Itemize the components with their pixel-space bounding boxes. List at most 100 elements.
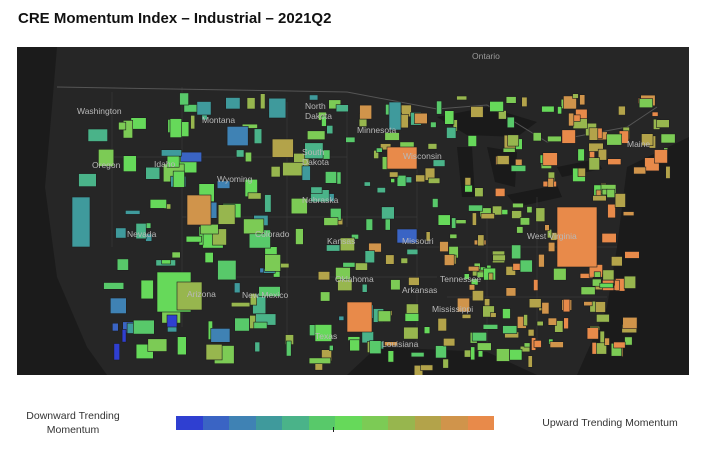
market-region[interactable]: [456, 297, 470, 313]
market-region[interactable]: [396, 175, 407, 187]
market-region[interactable]: [425, 231, 431, 242]
market-region[interactable]: [563, 95, 577, 110]
market-region[interactable]: [476, 342, 492, 351]
market-region[interactable]: [427, 143, 438, 150]
market-region[interactable]: [544, 224, 550, 231]
market-region[interactable]: [225, 97, 241, 110]
market-region[interactable]: [345, 136, 356, 143]
market-region[interactable]: [542, 152, 558, 166]
market-region[interactable]: [359, 104, 373, 120]
market-region[interactable]: [505, 266, 516, 276]
market-region[interactable]: [596, 313, 610, 323]
market-region[interactable]: [346, 301, 373, 333]
market-region[interactable]: [103, 282, 125, 290]
market-region[interactable]: [471, 331, 488, 342]
market-region[interactable]: [474, 187, 484, 197]
market-region[interactable]: [435, 345, 447, 359]
market-region[interactable]: [364, 250, 375, 264]
market-region[interactable]: [339, 237, 355, 252]
market-region[interactable]: [270, 166, 281, 178]
market-region[interactable]: [606, 133, 623, 146]
market-region[interactable]: [390, 279, 401, 291]
market-region[interactable]: [593, 271, 601, 278]
market-region[interactable]: [638, 98, 654, 109]
market-region[interactable]: [607, 203, 616, 219]
market-region[interactable]: [572, 93, 579, 99]
market-region[interactable]: [494, 188, 506, 197]
market-region[interactable]: [361, 283, 368, 293]
market-region[interactable]: [388, 101, 402, 131]
market-region[interactable]: [557, 106, 562, 115]
market-region[interactable]: [599, 330, 605, 344]
market-region[interactable]: [456, 95, 468, 101]
market-region[interactable]: [541, 105, 555, 113]
market-region[interactable]: [389, 171, 399, 178]
market-region[interactable]: [404, 313, 420, 322]
market-region[interactable]: [180, 151, 202, 163]
market-region[interactable]: [253, 128, 263, 144]
market-region[interactable]: [282, 162, 304, 177]
market-region[interactable]: [406, 248, 419, 255]
market-region[interactable]: [633, 166, 647, 175]
market-region[interactable]: [384, 132, 400, 141]
market-region[interactable]: [217, 204, 236, 225]
market-region[interactable]: [599, 282, 614, 289]
market-region[interactable]: [547, 177, 554, 188]
market-region[interactable]: [501, 209, 509, 215]
market-region[interactable]: [468, 204, 483, 212]
market-region[interactable]: [249, 293, 257, 306]
market-region[interactable]: [538, 254, 545, 268]
market-region[interactable]: [482, 305, 495, 318]
market-region[interactable]: [591, 342, 597, 355]
market-region[interactable]: [592, 195, 607, 202]
market-region[interactable]: [432, 198, 439, 208]
market-region[interactable]: [602, 269, 615, 281]
market-region[interactable]: [536, 320, 544, 327]
market-region[interactable]: [526, 206, 533, 214]
market-region[interactable]: [527, 328, 535, 337]
market-region[interactable]: [505, 287, 517, 297]
market-region[interactable]: [210, 328, 231, 343]
market-region[interactable]: [613, 341, 626, 349]
market-region[interactable]: [622, 211, 635, 217]
market-region[interactable]: [171, 251, 181, 259]
market-region[interactable]: [467, 135, 477, 147]
market-region[interactable]: [320, 291, 331, 302]
market-region[interactable]: [488, 272, 494, 281]
market-region[interactable]: [377, 310, 392, 322]
market-region[interactable]: [535, 207, 546, 222]
market-region[interactable]: [324, 171, 337, 184]
market-region[interactable]: [528, 298, 542, 309]
market-region[interactable]: [489, 312, 497, 318]
market-region[interactable]: [533, 279, 539, 291]
market-region[interactable]: [553, 268, 567, 281]
market-region[interactable]: [384, 341, 398, 347]
market-region[interactable]: [71, 196, 91, 248]
market-region[interactable]: [323, 217, 339, 226]
market-region[interactable]: [87, 128, 108, 142]
market-region[interactable]: [410, 352, 425, 358]
market-region[interactable]: [161, 259, 171, 265]
market-region[interactable]: [260, 93, 266, 110]
market-region[interactable]: [113, 343, 121, 361]
market-region[interactable]: [489, 101, 504, 112]
market-region[interactable]: [268, 97, 287, 119]
market-region[interactable]: [236, 149, 245, 158]
market-region[interactable]: [161, 149, 182, 157]
market-region[interactable]: [304, 142, 324, 159]
market-region[interactable]: [351, 234, 359, 240]
market-region[interactable]: [200, 224, 219, 235]
market-region[interactable]: [254, 341, 261, 353]
market-region[interactable]: [376, 187, 386, 194]
market-region[interactable]: [614, 193, 626, 208]
market-region[interactable]: [591, 278, 602, 287]
market-regions[interactable]: [71, 92, 676, 375]
market-region[interactable]: [654, 149, 668, 164]
market-region[interactable]: [216, 180, 231, 189]
market-region[interactable]: [507, 134, 519, 147]
market-region[interactable]: [607, 158, 622, 165]
market-region[interactable]: [484, 298, 491, 307]
market-region[interactable]: [437, 214, 451, 226]
market-region[interactable]: [121, 329, 127, 343]
market-region[interactable]: [205, 343, 223, 361]
